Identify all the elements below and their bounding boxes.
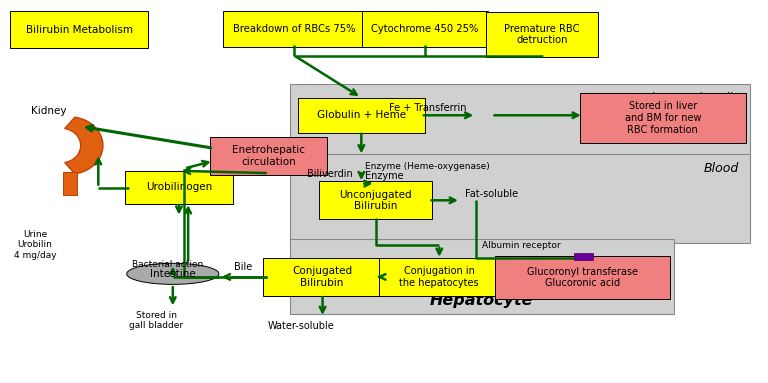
Text: Cytochrome 450 25%: Cytochrome 450 25% (371, 24, 478, 34)
Polygon shape (65, 117, 103, 174)
Text: Enzyme (Heme-oxygenase): Enzyme (Heme-oxygenase) (366, 162, 490, 170)
Text: Conjugation in
the hepatocytes: Conjugation in the hepatocytes (399, 266, 479, 288)
FancyBboxPatch shape (362, 11, 488, 47)
Text: Biliverdin: Biliverdin (307, 169, 353, 179)
Text: Stored in
gall bladder: Stored in gall bladder (129, 311, 183, 331)
FancyBboxPatch shape (290, 239, 674, 314)
Text: Blood: Blood (703, 162, 739, 175)
FancyBboxPatch shape (263, 258, 381, 296)
Text: Globulin + Heme: Globulin + Heme (316, 110, 406, 120)
FancyBboxPatch shape (486, 12, 598, 57)
Text: MN phagocytic cells: MN phagocytic cells (621, 92, 739, 105)
FancyBboxPatch shape (580, 93, 746, 143)
Text: Urobilinogen: Urobilinogen (146, 182, 212, 193)
FancyBboxPatch shape (379, 258, 500, 296)
FancyBboxPatch shape (290, 154, 750, 243)
Text: Bile: Bile (233, 262, 252, 272)
Text: Kidney: Kidney (31, 106, 66, 116)
Text: Fe + Transferrin: Fe + Transferrin (389, 103, 466, 113)
Text: Intestine: Intestine (150, 269, 196, 279)
FancyBboxPatch shape (298, 98, 425, 133)
Text: Water-soluble: Water-soluble (267, 321, 334, 331)
FancyBboxPatch shape (223, 11, 366, 47)
FancyBboxPatch shape (210, 137, 327, 175)
FancyBboxPatch shape (319, 181, 432, 219)
Text: Glucoronyl transferase
Glucoronic acid: Glucoronyl transferase Glucoronic acid (528, 267, 638, 288)
Text: Stored in liver
and BM for new
RBC formation: Stored in liver and BM for new RBC forma… (624, 101, 701, 134)
FancyBboxPatch shape (290, 84, 750, 159)
FancyBboxPatch shape (10, 11, 148, 48)
Text: Albumin receptor: Albumin receptor (482, 241, 561, 250)
Text: Enzyme: Enzyme (366, 171, 404, 181)
FancyBboxPatch shape (63, 172, 77, 195)
FancyBboxPatch shape (574, 253, 593, 260)
Text: Fat-soluble: Fat-soluble (465, 189, 518, 199)
Ellipse shape (127, 264, 219, 284)
FancyBboxPatch shape (495, 256, 670, 299)
FancyBboxPatch shape (125, 171, 233, 204)
Text: Hepatocyte: Hepatocyte (430, 293, 533, 308)
Text: Bacterial action: Bacterial action (132, 260, 204, 269)
Text: Unconjugated
Bilirubin: Unconjugated Bilirubin (339, 190, 412, 211)
Text: Breakdown of RBCs 75%: Breakdown of RBCs 75% (233, 24, 356, 34)
Text: Urine
Urobilin
4 mg/day: Urine Urobilin 4 mg/day (14, 230, 57, 260)
Text: Conjugated
Bilirubin: Conjugated Bilirubin (292, 266, 353, 288)
Text: Bilirubin Metabolism: Bilirubin Metabolism (25, 25, 133, 35)
Text: Premature RBC
detruction: Premature RBC detruction (505, 24, 580, 45)
Text: Enetrohepatic
circulation: Enetrohepatic circulation (232, 145, 305, 167)
